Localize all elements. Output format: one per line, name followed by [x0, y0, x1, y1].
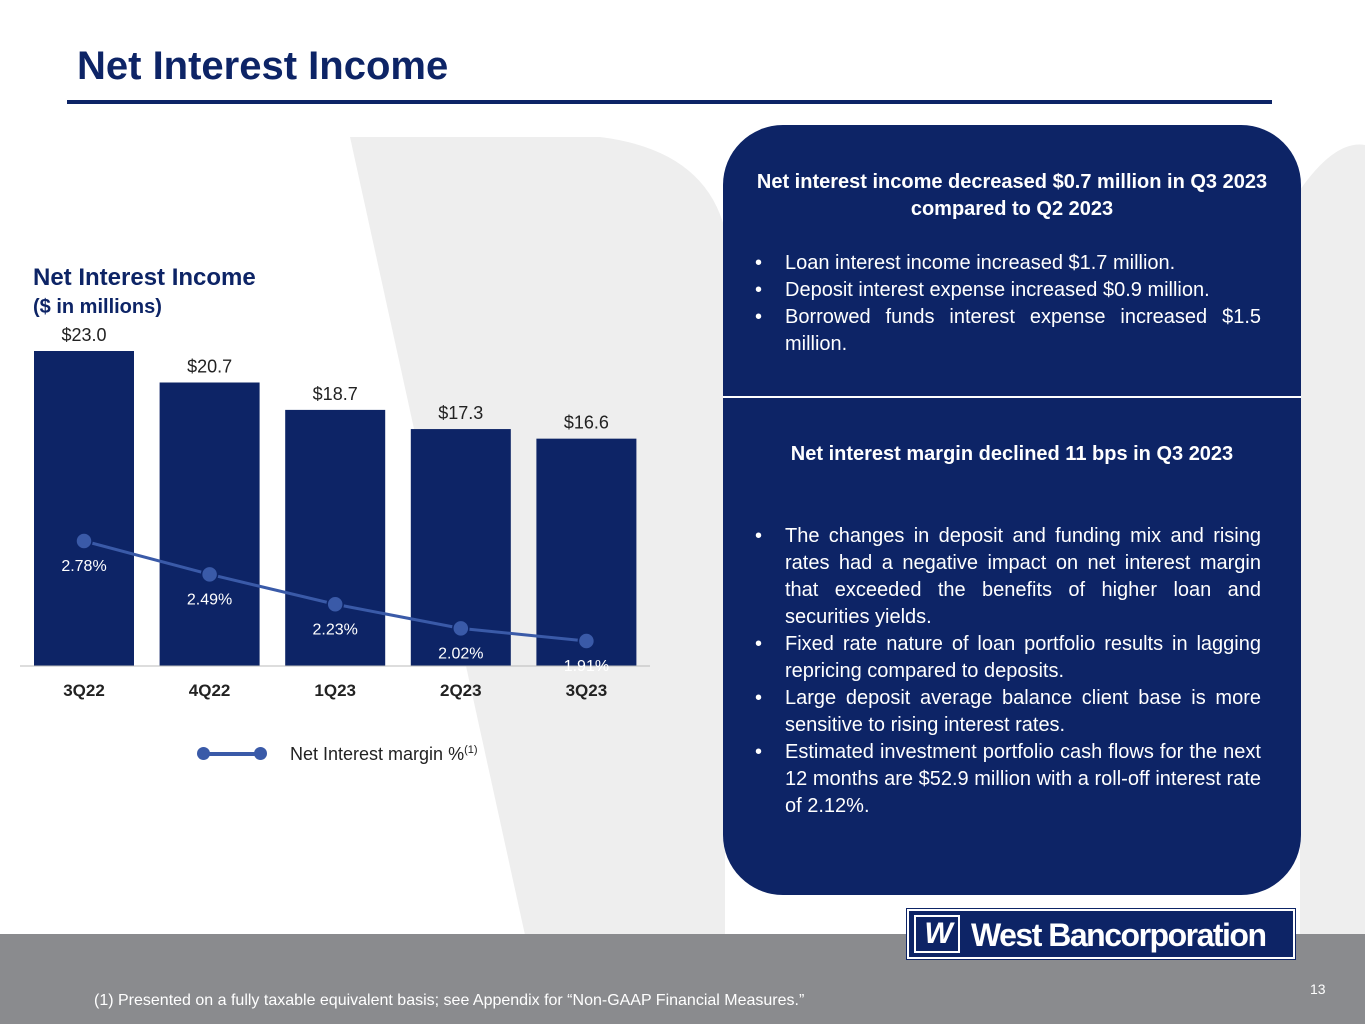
bar-4Q22	[159, 382, 260, 666]
legend-dot-right	[254, 747, 267, 760]
footnote: (1) Presented on a fully taxable equival…	[94, 992, 805, 1009]
margin-label-4Q22: 2.49%	[187, 591, 232, 608]
margin-label-1Q23: 2.23%	[313, 621, 358, 638]
bar-value-label-2Q23: $17.3	[438, 403, 483, 423]
bar-value-label-3Q22: $23.0	[61, 325, 106, 345]
panel-bullets-margin: The changes in deposit and funding mix a…	[749, 523, 1261, 820]
x-tick-label-2Q23: 2Q23	[440, 681, 482, 700]
x-tick-label-3Q23: 3Q23	[566, 681, 608, 700]
logo-text: West Bancorporation	[971, 917, 1267, 953]
margin-label-3Q22: 2.78%	[61, 558, 106, 575]
legend-superscript: (1)	[464, 744, 478, 756]
margin-point-1Q23	[326, 595, 344, 613]
bullet-deposit-base: Large deposit average balance client bas…	[749, 685, 1261, 739]
net-interest-income-chart: $23.0 3Q22 $20.7 4Q22 $18.7 1Q23 $17.3 2Q23 $16.…	[20, 325, 650, 700]
bullet-loan-income: Loan interest income increased $1.7 mill…	[749, 250, 1261, 277]
legend-label: Net Interest margin %(1)	[290, 744, 478, 764]
bullet-fixed-rate: Fixed rate nature of loan portfolio resu…	[749, 631, 1261, 685]
bar-value-label-4Q22: $20.7	[187, 357, 232, 377]
bar-1Q23	[285, 409, 386, 666]
margin-point-2Q23	[452, 619, 470, 638]
bullet-cash-flows: Estimated investment portfolio cash flow…	[749, 739, 1261, 820]
chart-legend: Net Interest margin %(1)	[196, 740, 516, 768]
bullet-deposit-expense: Deposit interest expense increased $0.9 …	[749, 277, 1261, 304]
margin-label-2Q23: 2.02%	[438, 645, 483, 662]
x-tick-label-4Q22: 4Q22	[189, 681, 231, 700]
margin-label-3Q23: 1.91%	[564, 658, 609, 675]
bar-3Q22	[34, 351, 134, 666]
legend-dot-left	[197, 747, 210, 760]
west-bancorporation-logo: W West Bancorporation	[906, 908, 1296, 960]
commentary-panel: Net interest income decreased $0.7 milli…	[723, 125, 1301, 895]
panel-heading-margin: Net interest margin declined 11 bps in Q…	[790, 443, 1234, 465]
title-rule	[67, 100, 1272, 104]
page-title: Net Interest Income	[77, 44, 449, 88]
x-tick-label-3Q22: 3Q22	[63, 681, 105, 700]
margin-point-4Q22	[200, 565, 219, 584]
bar-value-label-1Q23: $18.7	[313, 384, 358, 404]
panel-heading-income: Net interest income decreased $0.7 milli…	[756, 171, 1268, 220]
page-number: 13	[1310, 981, 1326, 997]
panel-bullets-income: Loan interest income increased $1.7 mill…	[749, 250, 1261, 358]
bar-value-label-3Q23: $16.6	[564, 413, 609, 433]
margin-point-3Q23	[577, 632, 596, 650]
bullet-borrowed-funds: Borrowed funds interest expense increase…	[749, 304, 1261, 358]
x-tick-label-1Q23: 1Q23	[314, 681, 356, 700]
panel-divider	[723, 396, 1301, 398]
bar-3Q23	[536, 438, 637, 666]
legend-line-swatch	[204, 752, 260, 756]
chart-title: Net Interest Income	[33, 264, 256, 291]
bullet-funding-mix: The changes in deposit and funding mix a…	[749, 523, 1261, 631]
margin-point-3Q22	[75, 532, 93, 550]
chart-subtitle: ($ in millions)	[33, 296, 162, 318]
logo-mark: W	[914, 915, 960, 953]
